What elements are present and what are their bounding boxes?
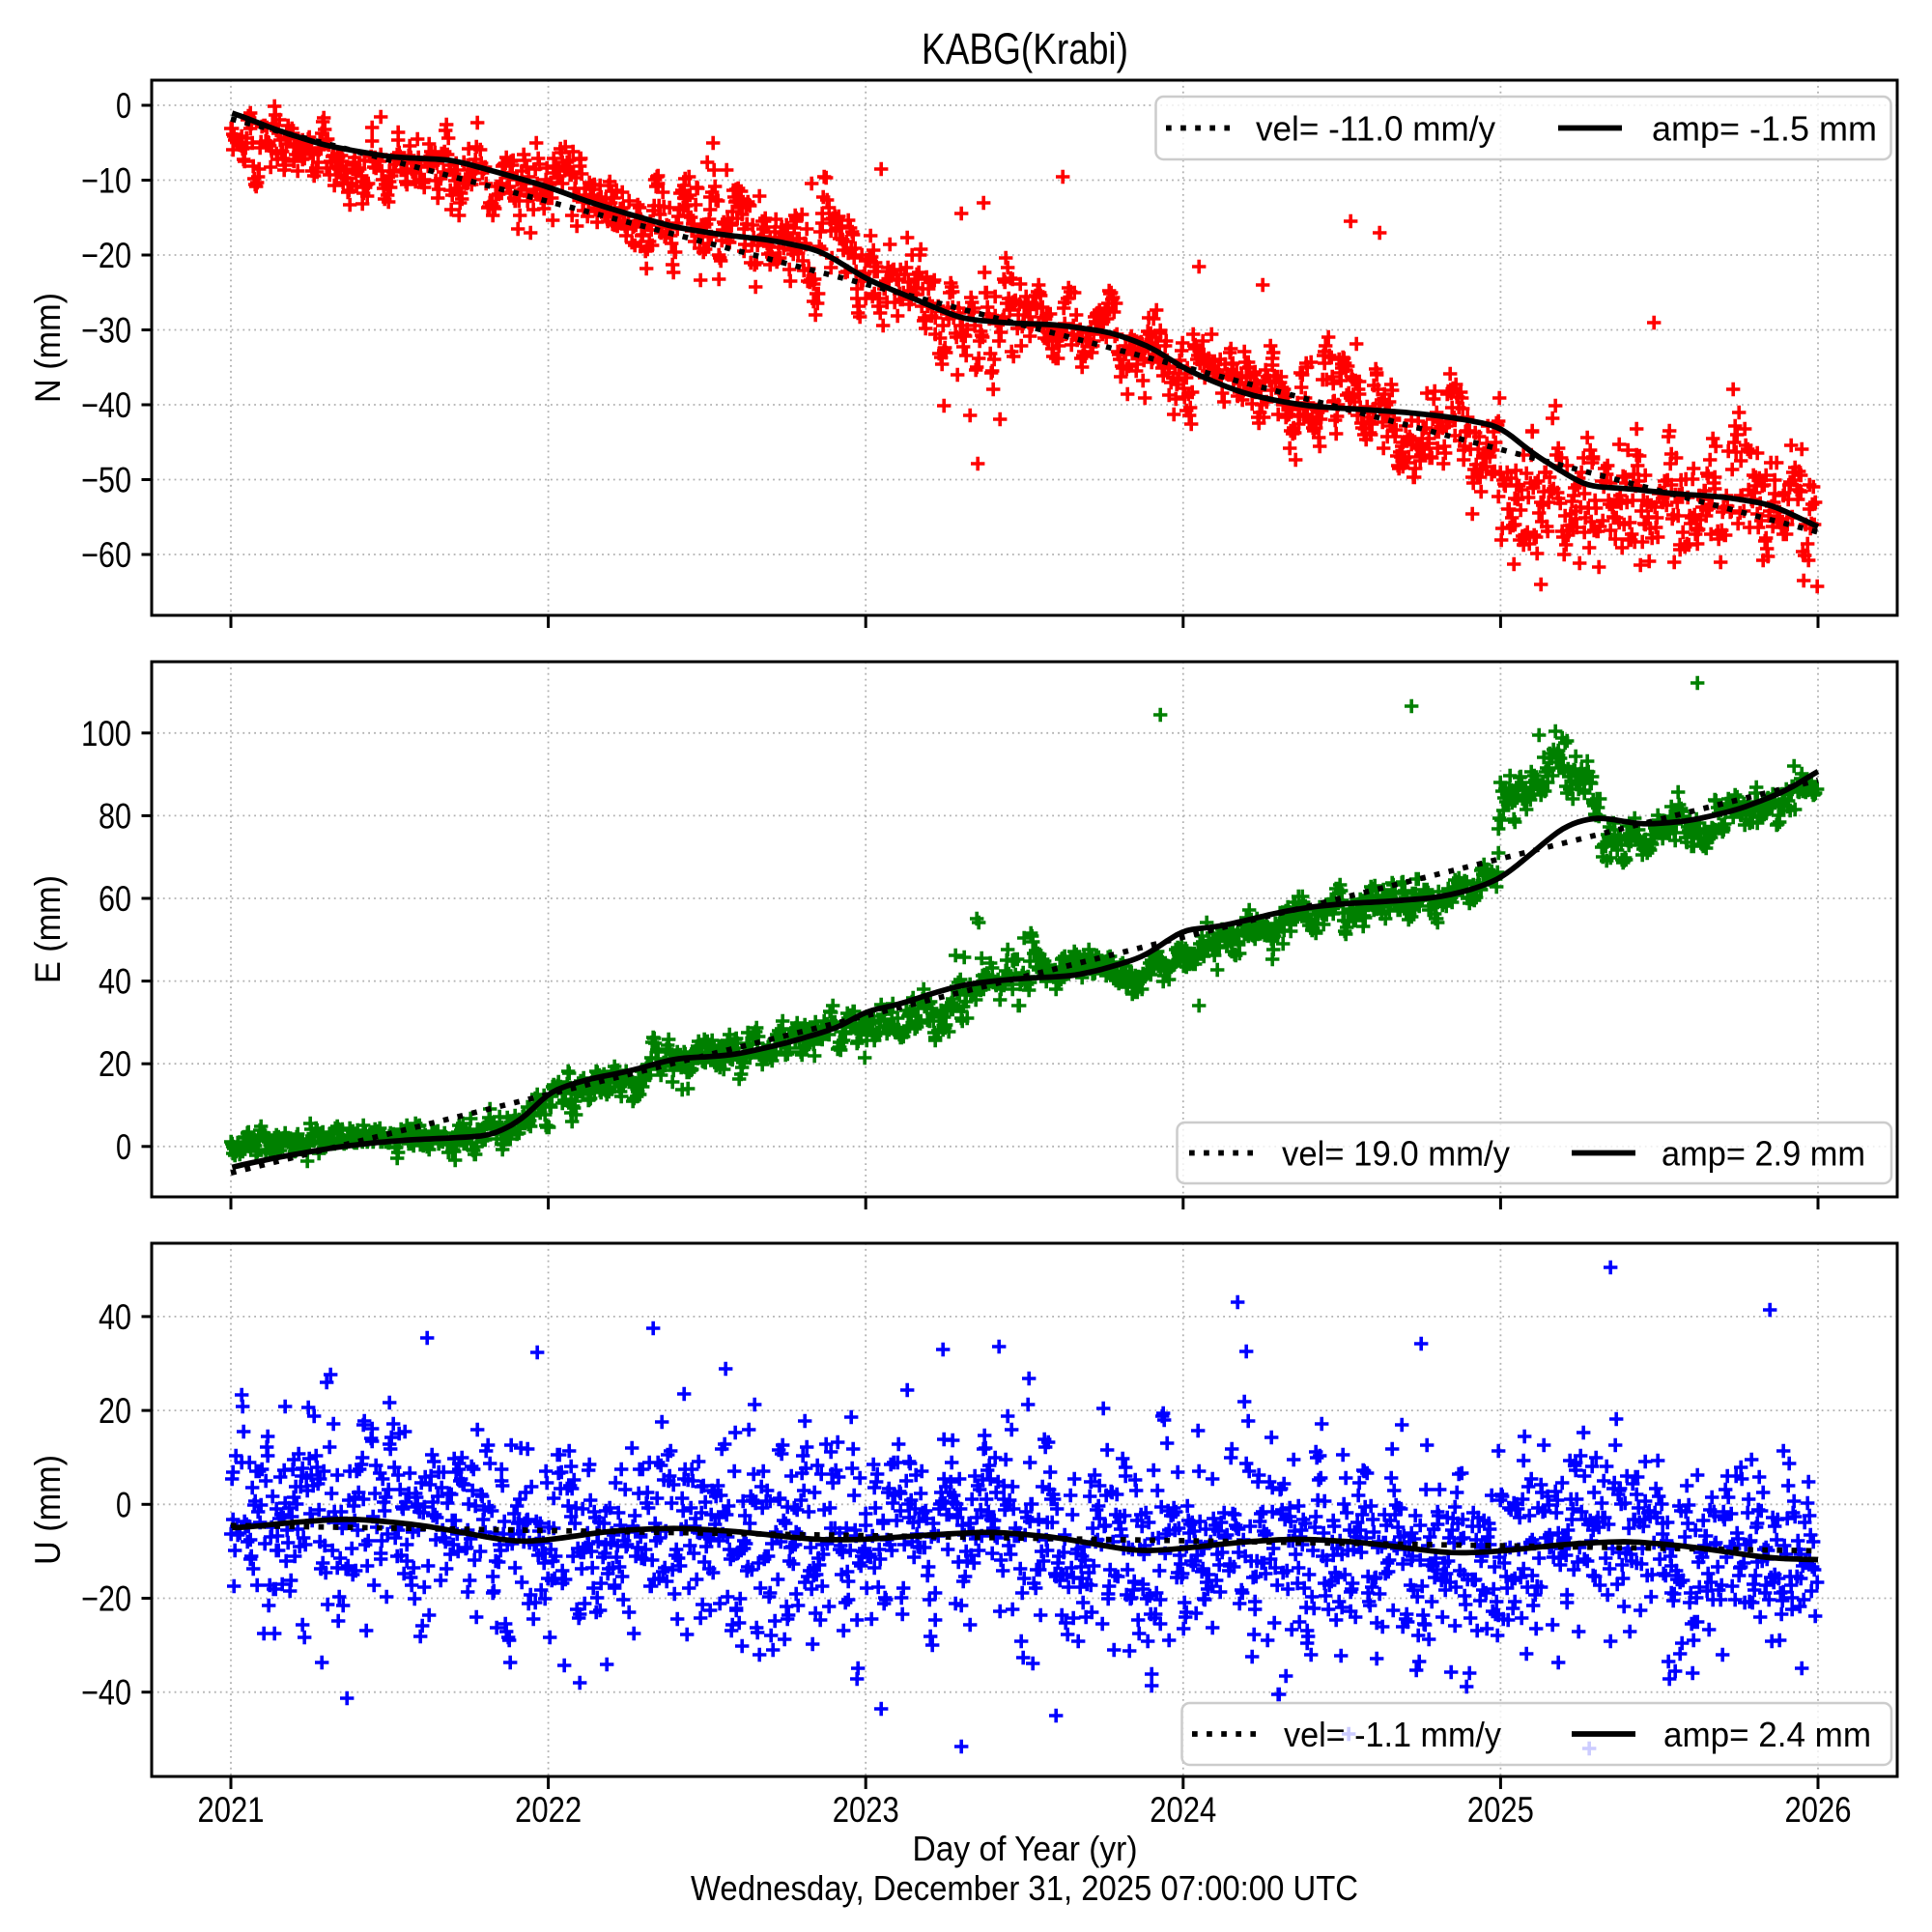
svg-text:80: 80 [99, 796, 131, 836]
svg-text:Wednesday, December 31, 2025 0: Wednesday, December 31, 2025 07:00:00 UT… [691, 1868, 1358, 1908]
svg-text:amp= 2.9 mm: amp= 2.9 mm [1662, 1134, 1865, 1174]
svg-text:N (mm): N (mm) [28, 293, 68, 403]
svg-text:−10: −10 [81, 161, 131, 201]
svg-text:vel= -11.0 mm/y: vel= -11.0 mm/y [1256, 109, 1495, 149]
svg-text:amp= -1.5 mm: amp= -1.5 mm [1652, 109, 1877, 149]
svg-text:−60: −60 [81, 535, 131, 575]
svg-text:2021: 2021 [198, 1790, 265, 1830]
svg-text:−20: −20 [81, 1579, 131, 1619]
svg-text:60: 60 [99, 879, 131, 919]
svg-text:E (mm): E (mm) [28, 875, 68, 983]
svg-text:40: 40 [99, 962, 131, 1002]
svg-text:2022: 2022 [515, 1790, 582, 1830]
svg-text:−40: −40 [81, 1673, 131, 1713]
svg-text:2026: 2026 [1785, 1790, 1852, 1830]
svg-text:vel= -1.1 mm/y: vel= -1.1 mm/y [1284, 1715, 1501, 1754]
svg-text:−20: −20 [81, 236, 131, 275]
svg-text:vel= 19.0 mm/y: vel= 19.0 mm/y [1282, 1134, 1510, 1174]
svg-text:100: 100 [81, 714, 131, 753]
svg-text:2023: 2023 [833, 1790, 899, 1830]
svg-text:40: 40 [99, 1297, 131, 1337]
svg-text:amp= 2.4 mm: amp= 2.4 mm [1663, 1715, 1871, 1754]
svg-text:KABG(Krabi): KABG(Krabi) [922, 24, 1128, 73]
svg-text:20: 20 [99, 1391, 131, 1431]
svg-text:20: 20 [99, 1044, 131, 1084]
svg-text:−50: −50 [81, 461, 131, 500]
svg-text:Day of Year (yr): Day of Year (yr) [913, 1829, 1138, 1868]
svg-text:U (mm): U (mm) [28, 1455, 68, 1565]
svg-text:0: 0 [116, 1127, 131, 1167]
svg-text:0: 0 [116, 1485, 131, 1524]
svg-text:0: 0 [116, 86, 131, 126]
svg-text:−30: −30 [81, 311, 131, 351]
svg-text:2025: 2025 [1467, 1790, 1534, 1830]
svg-text:−40: −40 [81, 385, 131, 425]
svg-text:2024: 2024 [1150, 1790, 1216, 1830]
